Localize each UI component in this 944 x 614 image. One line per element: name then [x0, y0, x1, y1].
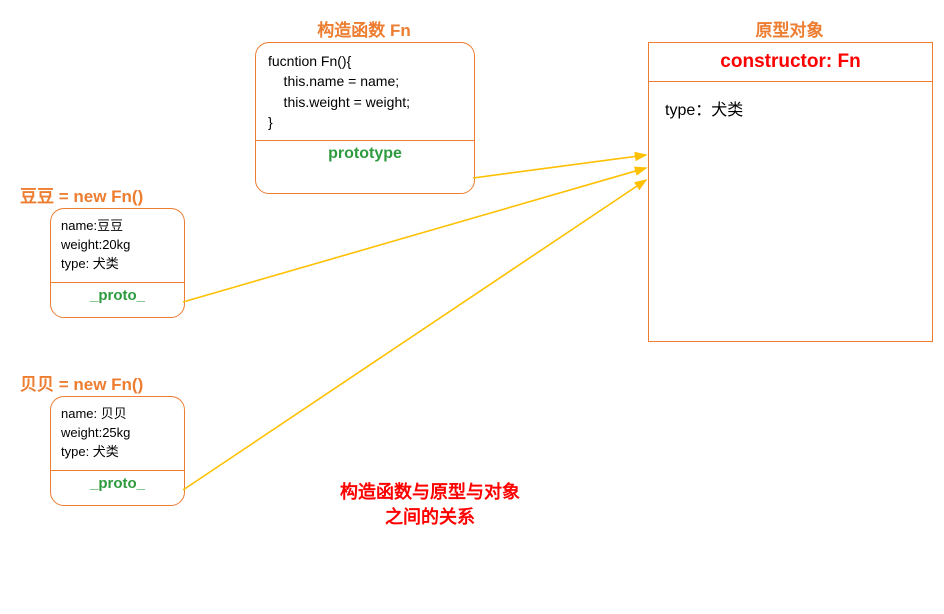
- instance2-title: 贝贝 = new Fn(): [20, 370, 200, 395]
- instance1-box: name:豆豆 weight:20kg type: 犬类 _proto_: [50, 208, 185, 318]
- instance2-proto-label: _proto_: [51, 470, 184, 498]
- instance1-body: name:豆豆 weight:20kg type: 犬类: [51, 209, 184, 282]
- prototype-constructor-label: constructor: Fn: [649, 43, 932, 82]
- constructor-prototype-label: prototype: [256, 140, 474, 169]
- prototype-title: 原型对象: [648, 16, 931, 41]
- constructor-code: fucntion Fn(){ this.name = name; this.we…: [256, 43, 474, 140]
- instance1-title: 豆豆 = new Fn(): [20, 182, 200, 207]
- instance1-proto-label: _proto_: [51, 282, 184, 310]
- prototype-body: type：犬类: [649, 82, 932, 134]
- instance2-box: name: 贝贝 weight:25kg type: 犬类 _proto_: [50, 396, 185, 506]
- constructor-box: fucntion Fn(){ this.name = name; this.we…: [255, 42, 475, 194]
- instance2-body: name: 贝贝 weight:25kg type: 犬类: [51, 397, 184, 470]
- constructor-title: 构造函数 Fn: [255, 16, 473, 41]
- caption: 构造函数与原型与对象 之间的关系: [300, 480, 560, 530]
- prototype-box: constructor: Fn type：犬类: [648, 42, 933, 342]
